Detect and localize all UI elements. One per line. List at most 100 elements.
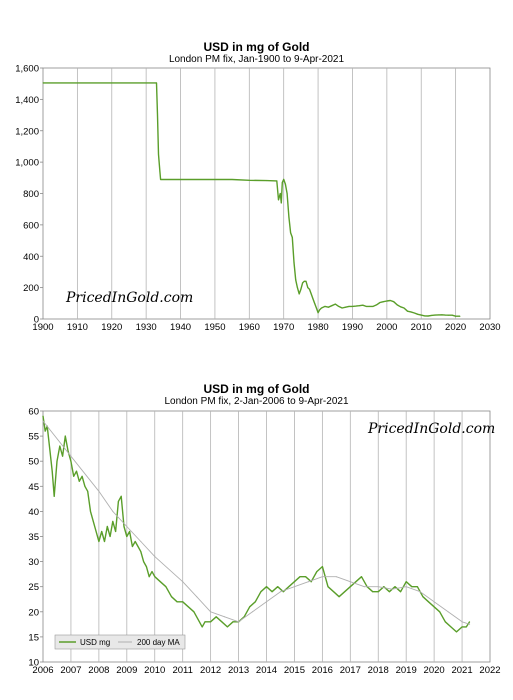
data-point <box>393 301 395 303</box>
plot-area <box>42 67 491 320</box>
data-point <box>434 314 436 316</box>
data-point <box>98 541 100 542</box>
data-point <box>365 305 367 307</box>
data-point <box>280 202 282 204</box>
y-tick-label: 45 <box>28 482 39 493</box>
y-tick-label: 50 <box>28 457 39 468</box>
data-point <box>201 626 203 628</box>
x-tick-label: 2008 <box>88 665 109 676</box>
data-point <box>157 114 158 116</box>
data-point <box>431 314 432 316</box>
data-point <box>64 435 66 437</box>
data-point <box>187 606 189 608</box>
legend-label: 200 day MA <box>137 638 180 647</box>
x-tick-label: 2015 <box>284 665 305 676</box>
data-point <box>400 591 402 593</box>
data-point <box>324 305 326 307</box>
y-tick-label: 1,400 <box>15 95 39 106</box>
data-point <box>182 581 184 583</box>
x-tick-label: 2007 <box>60 665 81 676</box>
data-point <box>341 307 343 309</box>
data-point <box>450 626 452 628</box>
data-point <box>469 623 471 625</box>
data-point <box>266 586 267 588</box>
data-point <box>288 216 290 218</box>
data-point <box>386 300 388 302</box>
data-point <box>95 531 97 532</box>
data-point <box>140 541 142 542</box>
data-point <box>143 561 145 563</box>
data-point <box>293 581 295 583</box>
x-tick-label: 2030 <box>479 322 500 333</box>
x-tick-label: 2009 <box>116 665 137 676</box>
data-point <box>303 280 305 282</box>
data-point <box>154 556 156 558</box>
data-point <box>305 280 307 282</box>
data-point <box>84 485 86 487</box>
data-point <box>349 586 351 588</box>
data-point <box>369 305 371 307</box>
data-point <box>461 626 463 628</box>
data-point <box>456 631 457 633</box>
data-point <box>403 307 405 309</box>
y-tick-label: 1,600 <box>15 64 39 75</box>
y-tick-label: 10 <box>28 658 39 669</box>
data-point <box>106 526 108 527</box>
data-point <box>266 180 267 182</box>
data-point <box>120 495 122 497</box>
data-point <box>348 305 350 307</box>
data-point <box>331 305 333 307</box>
data-point <box>358 305 360 307</box>
x-tick-label: 2012 <box>200 665 221 676</box>
data-point <box>465 626 467 628</box>
data-point <box>377 591 379 593</box>
data-point <box>376 304 377 306</box>
data-point <box>286 193 288 194</box>
data-point <box>295 279 297 281</box>
data-point <box>252 611 253 613</box>
x-tick-label: 1910 <box>67 322 88 333</box>
data-point <box>73 475 75 477</box>
data-point <box>123 526 125 527</box>
data-point <box>112 520 114 522</box>
y-tick-label: 800 <box>23 189 39 200</box>
data-point <box>104 541 105 542</box>
data-point <box>372 305 374 307</box>
y-tick-label: 1,200 <box>15 126 39 137</box>
data-point <box>338 305 340 307</box>
data-point <box>115 531 117 532</box>
data-point <box>400 306 402 308</box>
data-point <box>151 571 153 573</box>
y-tick-label: 15 <box>28 632 39 643</box>
y-tick-label: 0 <box>34 315 39 326</box>
x-tick-label: 2019 <box>396 665 417 676</box>
data-point <box>90 510 91 512</box>
data-point <box>134 541 136 542</box>
data-point <box>338 596 340 598</box>
y-tick-label: 20 <box>28 607 39 618</box>
data-point <box>469 621 471 623</box>
data-point <box>51 470 53 472</box>
data-point <box>70 455 72 457</box>
data-point <box>145 566 147 568</box>
data-point <box>300 288 302 290</box>
data-point <box>76 470 77 472</box>
data-point <box>335 576 337 578</box>
data-point <box>215 616 217 618</box>
data-point <box>224 616 226 618</box>
data-point <box>254 601 256 603</box>
data-point <box>42 82 44 84</box>
data-point <box>316 571 318 573</box>
data-point <box>383 586 385 588</box>
data-point <box>427 315 429 317</box>
data-point <box>447 611 449 613</box>
data-point <box>276 180 278 182</box>
data-point <box>238 621 240 623</box>
data-point <box>310 581 312 583</box>
data-point <box>70 460 72 462</box>
data-point <box>165 586 167 588</box>
x-tick-label: 1960 <box>239 322 260 333</box>
data-point <box>193 611 195 613</box>
data-point <box>159 581 161 583</box>
data-point <box>232 621 234 623</box>
